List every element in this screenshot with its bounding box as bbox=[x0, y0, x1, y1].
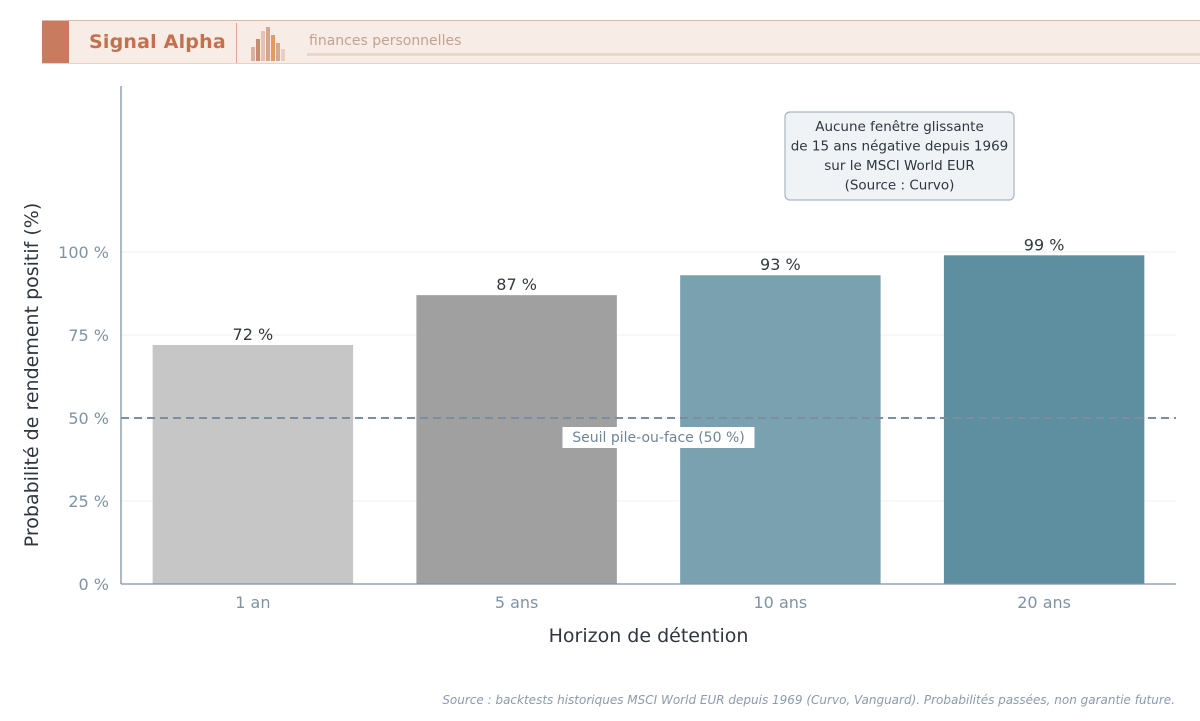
annotation-line: sur le MSCI World EUR bbox=[824, 158, 974, 174]
x-tick-label: 1 an bbox=[235, 593, 270, 612]
header-divider bbox=[236, 23, 237, 63]
y-axis-title: Probabilité de rendement positif (%) bbox=[21, 203, 43, 548]
x-tick-label: 20 ans bbox=[1017, 593, 1071, 612]
brand-name[interactable]: Signal Alpha bbox=[89, 31, 226, 53]
reference-label: Seuil pile-ou-face (50 %) bbox=[572, 430, 744, 446]
annotation-line: Aucune fenêtre glissante bbox=[815, 119, 984, 135]
x-tick-label: 10 ans bbox=[754, 593, 808, 612]
annotation-line: de 15 ans négative depuis 1969 bbox=[791, 139, 1009, 155]
y-tick-label: 0 % bbox=[79, 575, 109, 594]
annotation-line: (Source : Curvo) bbox=[845, 178, 955, 194]
y-tick-label: 75 % bbox=[68, 326, 109, 345]
header-accent-block bbox=[42, 21, 69, 63]
bar-value-label: 93 % bbox=[760, 255, 801, 274]
bar bbox=[943, 255, 1145, 584]
site-header: Signal Alpha finances personnelles bbox=[42, 20, 1200, 64]
y-tick-label: 25 % bbox=[68, 492, 109, 511]
tagline-underline bbox=[307, 53, 1200, 56]
x-axis-title: Horizon de détention bbox=[549, 625, 749, 647]
reference-label-background bbox=[562, 427, 755, 448]
y-tick-label: 100 % bbox=[58, 243, 109, 262]
bar-value-label: 72 % bbox=[233, 325, 274, 344]
annotation-box bbox=[784, 111, 1015, 201]
bar-value-label: 87 % bbox=[496, 275, 537, 294]
source-note: Source : backtests historiques MSCI Worl… bbox=[442, 693, 1175, 707]
y-tick-label: 50 % bbox=[68, 409, 109, 428]
site-tagline: finances personnelles bbox=[309, 33, 462, 49]
bar bbox=[152, 344, 354, 584]
bar-chart-icon bbox=[251, 27, 285, 61]
x-tick-label: 5 ans bbox=[495, 593, 539, 612]
bar-value-label: 99 % bbox=[1024, 235, 1065, 254]
